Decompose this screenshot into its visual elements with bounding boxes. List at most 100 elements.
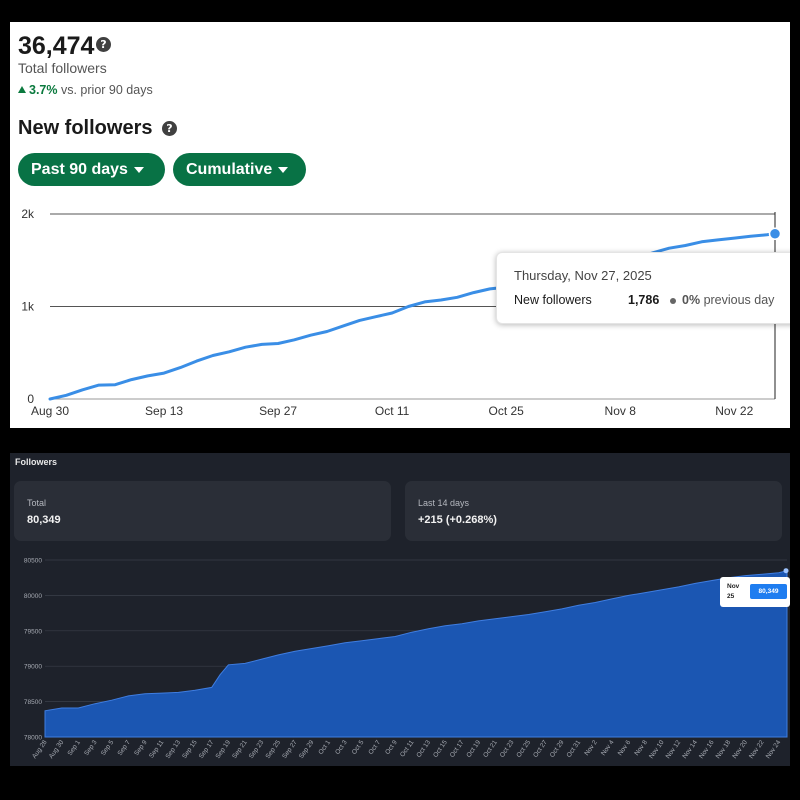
- x-tick-label: Oct 21: [482, 739, 499, 759]
- x-tick-label: Nov 18: [715, 739, 733, 760]
- x-tick-label: Nov 12: [665, 739, 683, 760]
- x-tick-label: Sep 23: [248, 739, 266, 760]
- chart-tooltip: Thursday, Nov 27, 2025 New followers 1,7…: [496, 252, 790, 324]
- total-followers-value: 36,474: [18, 32, 95, 60]
- x-tick-label: Sep 27: [259, 404, 297, 418]
- y-tick-label: 78000: [24, 735, 42, 742]
- x-tick-label: Sep 5: [100, 739, 116, 757]
- tooltip-date: Thursday, Nov 27, 2025: [514, 268, 652, 283]
- x-tick-label: Sep 11: [148, 739, 165, 760]
- hover-point: [768, 227, 782, 241]
- x-tick-label: Nov 2: [583, 739, 599, 757]
- x-tick-label: Sep 1: [67, 739, 83, 757]
- x-tick-label: Oct 9: [384, 739, 399, 756]
- x-tick-label: Oct 31: [565, 739, 582, 759]
- y-tick-label: 2k: [21, 207, 35, 221]
- x-tick-label: Aug 30: [31, 404, 69, 418]
- last-14-days-card: Last 14 days +215 (+0.268%): [405, 481, 782, 541]
- panel-title: Followers: [15, 457, 58, 467]
- y-tick-label: 78500: [24, 699, 42, 706]
- x-tick-label: Nov 22: [748, 739, 766, 760]
- x-tick-label: Sep 7: [117, 739, 133, 757]
- last-14-days-label: Last 14 days: [418, 498, 470, 508]
- tooltip-change-percent: 0%: [682, 293, 701, 307]
- y-tick-label: 80000: [24, 593, 42, 600]
- x-tick-label: Oct 19: [465, 739, 482, 759]
- x-tick-label: Oct 17: [449, 739, 466, 759]
- x-tick-label: Sep 25: [265, 739, 283, 760]
- x-tick-label: Sep 21: [231, 739, 249, 760]
- x-tick-label: Oct 25: [515, 739, 532, 759]
- x-tick-label: Oct 3: [334, 739, 349, 756]
- x-tick-label: Sep 3: [83, 739, 99, 757]
- followers-area-chart: 78000 78500 79000 79500 80000 80500 Aug 28 Aug …: [24, 558, 789, 760]
- x-tick-label: Sep 17: [198, 739, 216, 760]
- x-tick-label: Oct 13: [415, 739, 432, 759]
- y-tick-label: 0: [27, 392, 34, 406]
- x-tick-label: Oct 25: [489, 404, 525, 418]
- x-tick-label: Sep 13: [145, 404, 183, 418]
- x-tick-label: Nov 14: [681, 739, 699, 760]
- total-value: 80,349: [27, 514, 61, 526]
- x-tick-label: Oct 11: [399, 739, 416, 759]
- total-card: Total 80,349: [14, 481, 391, 541]
- x-tick-label: Oct 1: [317, 739, 332, 756]
- x-tick-label: Nov 22: [715, 404, 753, 418]
- x-tick-label: Oct 27: [532, 739, 549, 759]
- help-icon[interactable]: ?: [96, 37, 111, 52]
- total-label: Total: [27, 498, 47, 508]
- x-tick-label: Oct 11: [375, 404, 410, 418]
- x-tick-label: Oct 23: [499, 739, 516, 759]
- x-tick-label: Sep 15: [181, 739, 199, 760]
- tooltip-label: New followers: [514, 293, 592, 307]
- y-tick-label: 80500: [24, 558, 42, 565]
- tooltip-change-text: previous day: [703, 293, 775, 307]
- followers-dark-panel: 78000 78500 79000 79500 80000 80500 Aug 28 Aug …: [10, 453, 790, 766]
- x-tick-label: Oct 29: [549, 739, 566, 759]
- x-tick-label: Sep 27: [281, 739, 299, 760]
- x-tick-label: Oct 15: [432, 739, 449, 759]
- x-tick-label: Sep 29: [298, 739, 316, 760]
- mode-filter-button[interactable]: Cumulative: [173, 153, 306, 186]
- x-tick-label: Sep 19: [214, 739, 232, 760]
- x-tick-label: Aug 28: [31, 739, 49, 760]
- x-tick-label: Sep 13: [164, 739, 182, 760]
- x-tick-label: Nov 20: [731, 739, 749, 760]
- period-filter-button[interactable]: Past 90 days: [18, 153, 165, 186]
- followers-series-line: [48, 232, 777, 401]
- followers-change: 3.7% vs. prior 90 days: [18, 83, 153, 97]
- help-icon[interactable]: ?: [162, 121, 177, 136]
- x-tick-label: Aug 30: [48, 739, 66, 760]
- tooltip-date: Nov 25: [727, 583, 740, 600]
- change-percent: 3.7%: [29, 83, 58, 97]
- new-followers-chart: 0 1k 2k Aug 30 Sep 13 Sep 27 Oct 11 Oct 25 Nov 8…: [21, 207, 782, 418]
- x-tick-label: Nov 10: [648, 739, 666, 760]
- mode-filter-label: Cumulative: [186, 160, 273, 178]
- x-tick-label: Nov 24: [765, 739, 783, 760]
- x-tick-label: Nov 16: [698, 739, 716, 760]
- caret-down-icon: [133, 166, 144, 173]
- dot-icon: [670, 298, 676, 304]
- total-followers-label: Total followers: [18, 60, 107, 76]
- tooltip-value: 1,786: [628, 293, 660, 307]
- y-tick-label: 79000: [24, 664, 42, 671]
- tooltip-change: 0% previous day: [682, 293, 774, 307]
- tooltip-value-badge: 80,349: [750, 584, 787, 599]
- x-tick-label: Sep 9: [133, 739, 149, 757]
- linkedin-followers-panel: 0 1k 2k Aug 30 Sep 13 Sep 27 Oct 11 Oct 25 Nov 8…: [10, 22, 790, 428]
- hover-point: [783, 568, 789, 574]
- followers-area: [44, 570, 788, 738]
- x-tick-label: Oct 5: [351, 739, 366, 756]
- up-arrow-icon: [18, 86, 26, 93]
- area-chart-tooltip: Nov 25 80,349: [720, 577, 790, 607]
- x-tick-label: Oct 7: [367, 739, 382, 756]
- last-14-days-value: +215 (+0.268%): [418, 514, 497, 526]
- x-tick-label: Nov 6: [617, 739, 633, 757]
- x-tick-label: Nov 8: [633, 739, 649, 757]
- caret-down-icon: [278, 166, 289, 173]
- section-title: New followers: [18, 117, 153, 139]
- x-tick-label: Nov 4: [600, 739, 616, 757]
- period-filter-label: Past 90 days: [31, 160, 128, 178]
- x-tick-label: Nov 8: [605, 404, 637, 418]
- y-tick-label: 79500: [24, 628, 42, 635]
